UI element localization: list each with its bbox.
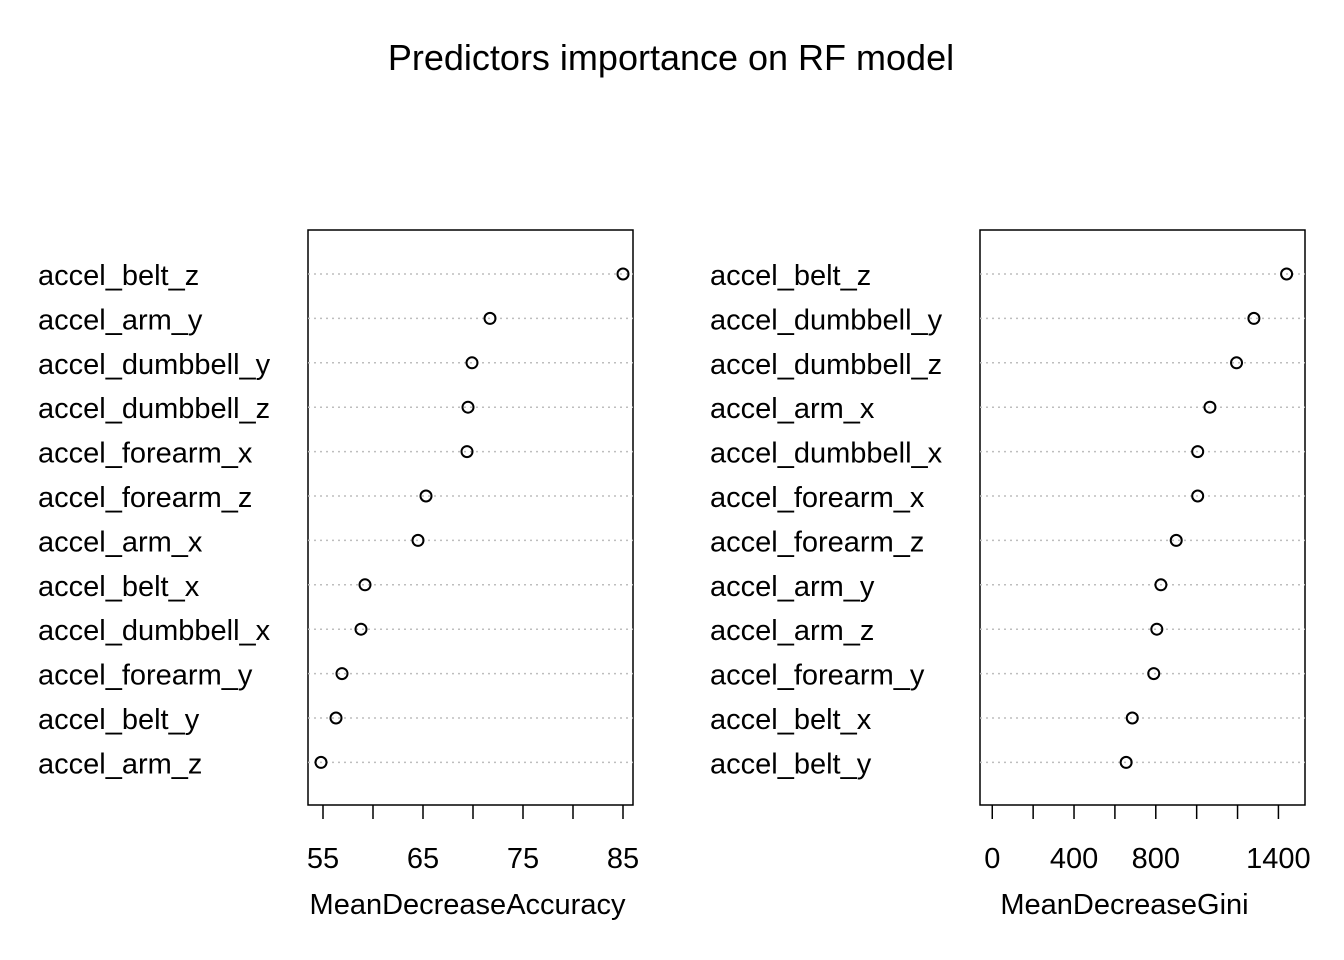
panel2-x-tick-label: 400 — [1050, 843, 1098, 875]
panel2-x-tick-label: 0 — [984, 843, 1000, 875]
panel1-category-label: accel_belt_z — [38, 260, 199, 292]
panel1-data-point — [335, 667, 349, 681]
panel2-data-point — [1247, 311, 1261, 325]
panel1-data-point — [419, 489, 433, 503]
panel1-data-point — [483, 311, 497, 325]
panel2-category-label: accel_forearm_y — [710, 660, 925, 692]
panel1-category-label: accel_dumbbell_x — [38, 615, 271, 647]
panel1-category-label: accel_arm_z — [38, 748, 202, 780]
panel2-x-tick-label: 1400 — [1246, 843, 1311, 875]
panel2-category-label: accel_arm_z — [710, 615, 874, 647]
panel1-data-point — [465, 356, 479, 370]
panel2-category-label: accel_belt_x — [710, 704, 872, 736]
panel1-data-point — [354, 622, 368, 636]
panel2-category-label: accel_dumbbell_z — [710, 349, 942, 381]
panel2-x-tick-label: 800 — [1132, 843, 1180, 875]
chart-title: Predictors importance on RF model — [388, 37, 954, 78]
panel1-category-label: accel_forearm_z — [38, 482, 252, 514]
panel1-data-point — [314, 755, 328, 769]
panel1-category-label: accel_dumbbell_z — [38, 393, 270, 425]
panel2-data-point — [1203, 400, 1217, 414]
panel1-x-tick-label: 55 — [307, 843, 339, 875]
panel1-category-label: accel_dumbbell_y — [38, 349, 271, 381]
panel1-x-tick-label: 65 — [407, 843, 439, 875]
panel2-data-point — [1125, 711, 1139, 725]
panel1-plot-frame — [307, 229, 634, 806]
panel2-plot-frame — [979, 229, 1306, 806]
panel2-data-point — [1280, 267, 1294, 281]
panel1-data-point — [329, 711, 343, 725]
panel1-x-tick-label: 75 — [507, 843, 539, 875]
panel2-data-point — [1150, 622, 1164, 636]
panel1-data-point — [358, 578, 372, 592]
panel2-data-point — [1147, 667, 1161, 681]
panel1-category-label: accel_belt_y — [38, 704, 200, 736]
panel2-category-label: accel_belt_z — [710, 260, 871, 292]
panel1-data-point — [616, 267, 630, 281]
panel1-data-point — [411, 533, 425, 547]
panel1-category-label: accel_forearm_y — [38, 660, 253, 692]
panel1-data-point — [461, 400, 475, 414]
panel2-category-label: accel_arm_x — [710, 393, 875, 425]
panel1-category-label: accel_arm_x — [38, 526, 203, 558]
panel1-category-label: accel_belt_x — [38, 571, 200, 603]
panel2-data-point — [1119, 755, 1133, 769]
panel2-data-point — [1230, 356, 1244, 370]
panel2-data-point — [1191, 489, 1205, 503]
panel2-x-axis-title: MeanDecreaseGini — [1000, 889, 1248, 921]
panel2-category-label: accel_forearm_z — [710, 526, 924, 558]
panel2-category-label: accel_belt_y — [710, 748, 872, 780]
panel2-category-label: accel_dumbbell_x — [710, 438, 943, 470]
panel1-x-axis-title: MeanDecreaseAccuracy — [310, 889, 626, 921]
panel2-data-point — [1191, 445, 1205, 459]
panel2-category-label: accel_dumbbell_y — [710, 304, 943, 336]
panel1-category-label: accel_forearm_x — [38, 438, 253, 470]
panel1-x-tick-label: 85 — [607, 843, 639, 875]
panel1-category-label: accel_arm_y — [38, 304, 203, 336]
panel2-data-point — [1169, 533, 1183, 547]
panel2-category-label: accel_arm_y — [710, 571, 875, 603]
panel2-data-point — [1154, 578, 1168, 592]
panel1-data-point — [460, 445, 474, 459]
panel2-category-label: accel_forearm_x — [710, 482, 925, 514]
